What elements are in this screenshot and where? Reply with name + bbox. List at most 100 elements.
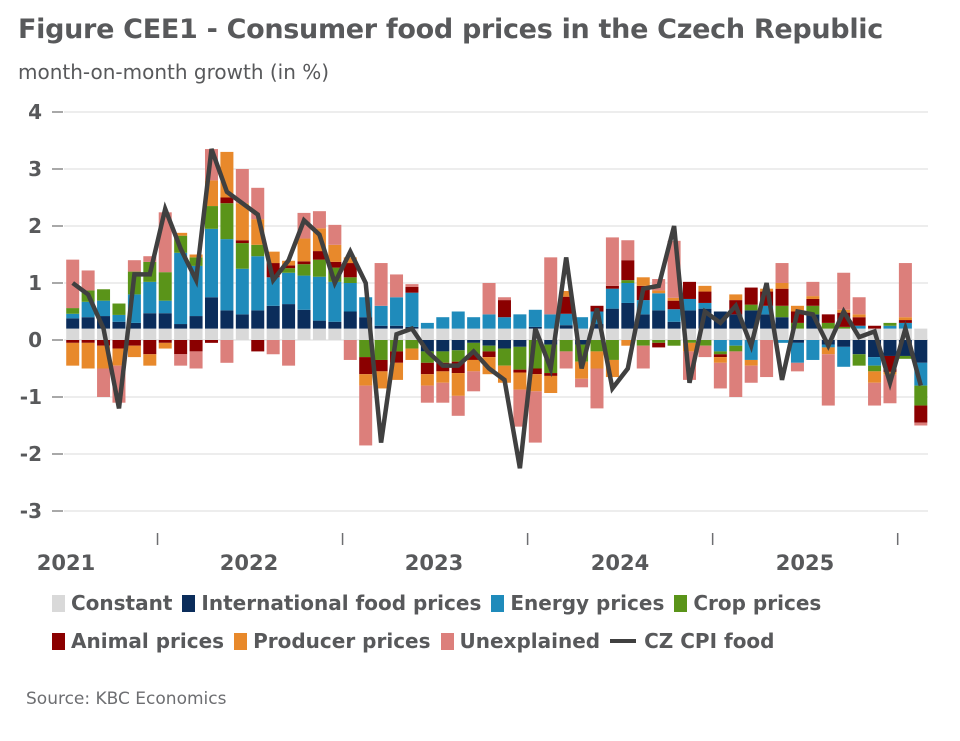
bar-segment-animal [713,354,727,358]
bar-segment-constant [451,328,465,340]
bar-segment-constant [636,328,650,340]
y-axis: 4 3 2 1 0 -1 -2 -3 [20,100,63,523]
legend-label: International food prices [201,591,482,615]
bar-segment-producer [821,347,835,355]
bar-segment-energy [251,256,265,311]
bar-segment-intl [544,340,558,345]
bar-segment-producer [235,203,249,241]
bar-segment-crop [590,340,604,352]
bar-segment-animal [251,340,265,352]
bar-segment-crop [605,340,619,360]
bar-segment-producer [266,251,280,264]
bar-segment-intl [482,340,496,346]
bar-segment-energy [575,317,589,329]
bar-segment-unexplained [744,365,758,383]
bar-segment-constant [914,328,928,340]
bar-segment-animal [667,300,681,310]
bar-segment-unexplained [852,297,866,315]
bar-segment-crop [806,305,820,315]
bar-segment-constant [821,328,835,340]
bar-segment-unexplained [436,382,450,403]
y-tick-label: -3 [20,499,42,523]
bar-segment-intl [852,340,866,355]
bar-segment-crop [652,340,666,343]
bar-segment-unexplained [343,340,357,360]
bar-segment-producer [621,340,635,346]
bar-segment-producer [744,359,758,366]
bar-segment-unexplained [821,354,835,406]
bar-segment-energy [605,288,619,309]
bar-segment-intl [235,314,249,329]
legend-label: CZ CPI food [644,629,775,653]
bar-segment-producer [451,373,465,396]
bar-segment-unexplained [328,224,342,245]
bar-segment-energy [852,325,866,329]
bar-segment-crop [359,340,373,358]
bar-segment-constant [174,328,188,340]
bar-segment-constant [497,328,511,340]
bar-segment-crop [420,351,434,363]
bar-segment-unexplained [636,345,650,369]
bar-segment-producer [66,342,80,366]
bar-segment-animal [914,405,928,423]
bar-segment-animal [420,362,434,375]
bar-segment-energy [806,340,820,360]
bar-segment-energy [220,239,234,311]
bar-segment-producer [868,371,882,383]
source-note: Source: KBC Economics [26,689,227,709]
bar-segment-producer [328,244,342,262]
bar-segment-crop [405,340,419,349]
bar-segment-energy [513,314,527,329]
bar-segment-constant [143,328,157,340]
bar-segment-intl [790,340,804,343]
bar-segment-unexplained [621,240,635,261]
bar-segment-crop [667,340,681,346]
bar-segment-intl [282,304,296,329]
bar-segment-constant [251,328,265,340]
bar-segment-intl [312,320,326,329]
bar-segment-crop [204,206,218,229]
bar-segment-constant [883,328,897,340]
bar-segment-animal [189,340,203,352]
bar-segment-energy [66,313,80,319]
bar-segment-intl [251,310,265,329]
bar-segment-constant [744,328,758,340]
bar-segment-intl [513,340,527,347]
bar-segment-producer [359,374,373,386]
cpi-line-layer [71,148,923,469]
bar-segment-crop [883,322,897,326]
bar-segment-unexplained [775,263,789,283]
bars [66,149,928,446]
bar-segment-unexplained [235,169,249,204]
bar-segment-unexplained [143,256,157,262]
bar-segment-energy [729,340,743,346]
bar-segment-unexplained [266,340,280,355]
bar-segment-constant [359,328,373,340]
bar-segment-intl [420,340,434,352]
bar-segment-unexplained [898,263,912,318]
bar-segment-constant [544,328,558,340]
bar-segment-intl [605,308,619,329]
bar-segment-crop [374,340,388,360]
bar-segment-crop [312,259,326,277]
x-tick-label: 2025 [776,551,834,575]
bar-segment-producer [636,277,650,286]
bar-segment-constant [713,328,727,340]
y-tick-label: 4 [28,100,42,124]
bar-segment-crop [158,272,172,301]
bar-segment-intl [683,310,697,329]
bar-segment-crop [343,277,357,283]
bar-segment-energy [297,275,311,310]
bar-segment-constant [513,328,527,340]
bar-segment-energy [621,283,635,303]
bar-segment-energy [112,314,126,322]
y-tick-label: 2 [28,214,42,238]
legend-item-intl: International food prices [182,591,481,615]
legend-item-energy: Energy prices [491,591,664,615]
x-tick-label: 2023 [405,551,463,575]
bar-segment-intl [652,310,666,329]
bar-segment-producer [667,297,681,301]
bar-segment-intl [636,314,650,329]
bar-segment-unexplained [467,371,481,392]
